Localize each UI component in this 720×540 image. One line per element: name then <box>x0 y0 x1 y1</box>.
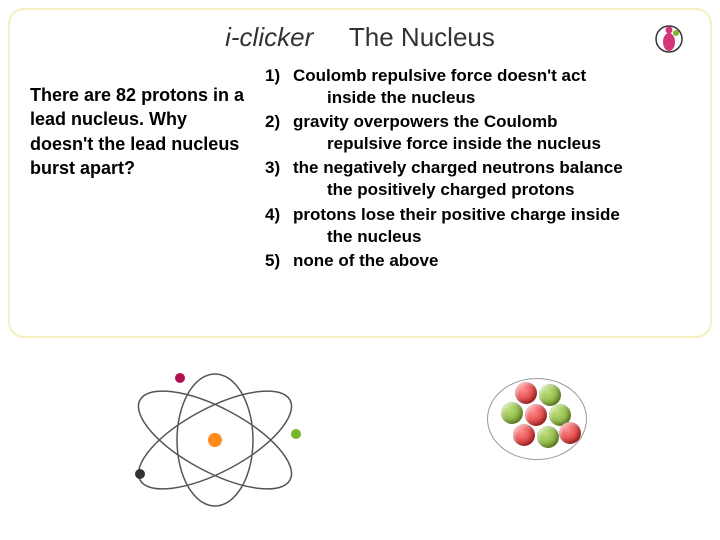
answer-line1: protons lose their positive charge insid… <box>293 205 620 224</box>
nucleus-cluster-icon <box>485 380 595 470</box>
answer-line2: the positively charged protons <box>293 179 690 201</box>
answer-line2: the nucleus <box>293 226 690 248</box>
title-row: i-clicker The Nucleus <box>30 22 690 53</box>
answer-option: 1) Coulomb repulsive force doesn't act i… <box>265 65 690 109</box>
neutron-icon <box>537 426 559 448</box>
proton-icon <box>513 424 535 446</box>
answer-number: 1) <box>265 65 293 109</box>
answer-option: 4) protons lose their positive charge in… <box>265 204 690 248</box>
answer-option: 3) the negatively charged neutrons balan… <box>265 157 690 201</box>
neutron-icon <box>501 402 523 424</box>
proton-icon <box>515 382 537 404</box>
answer-line1: gravity overpowers the Coulomb <box>293 112 558 131</box>
answer-text: gravity overpowers the Coulomb repulsive… <box>293 111 690 155</box>
slide-frame: i-clicker The Nucleus There are 82 proto… <box>8 8 712 338</box>
atom-diagram-icon <box>120 370 310 515</box>
answer-number: 2) <box>265 111 293 155</box>
answer-line1: Coulomb repulsive force doesn't act <box>293 66 586 85</box>
answer-number: 4) <box>265 204 293 248</box>
answer-line1: none of the above <box>293 251 438 270</box>
title-main: The Nucleus <box>349 22 495 52</box>
neutron-icon <box>539 384 561 406</box>
answer-text: none of the above <box>293 250 690 272</box>
answer-line1: the negatively charged neutrons balance <box>293 158 623 177</box>
answer-number: 3) <box>265 157 293 201</box>
answer-number: 5) <box>265 250 293 272</box>
question-text: There are 82 protons in a lead nucleus. … <box>30 65 245 274</box>
proton-icon <box>525 404 547 426</box>
answers-list: 1) Coulomb repulsive force doesn't act i… <box>265 65 690 274</box>
iclicker-logo-icon <box>654 24 684 61</box>
answer-option: 2) gravity overpowers the Coulomb repuls… <box>265 111 690 155</box>
answer-line2: repulsive force inside the nucleus <box>293 133 690 155</box>
answer-text: the negatively charged neutrons balance … <box>293 157 690 201</box>
answer-text: protons lose their positive charge insid… <box>293 204 690 248</box>
content-row: There are 82 protons in a lead nucleus. … <box>30 65 690 274</box>
title-spacer <box>320 22 342 52</box>
proton-icon <box>559 422 581 444</box>
answer-line2: inside the nucleus <box>293 87 690 109</box>
answer-option: 5) none of the above <box>265 250 690 272</box>
title-prefix: i-clicker <box>225 22 313 52</box>
diagram-row <box>0 360 720 520</box>
answer-text: Coulomb repulsive force doesn't act insi… <box>293 65 690 109</box>
